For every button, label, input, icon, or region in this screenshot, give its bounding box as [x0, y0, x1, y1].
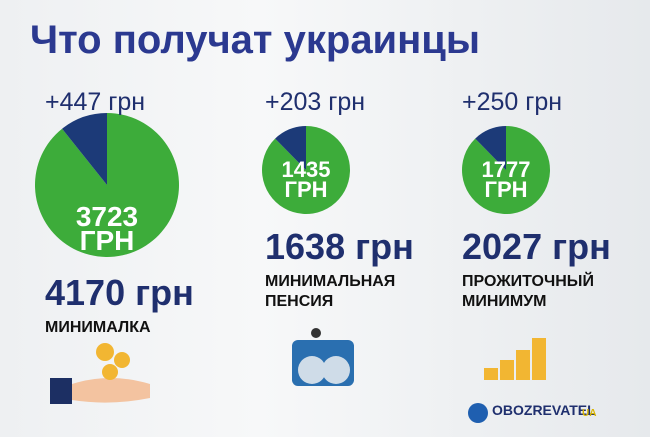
pie-slice	[275, 126, 306, 170]
total-label: 1638 грн	[265, 226, 414, 267]
category-name: МИНИМАЛКА	[45, 319, 151, 336]
logo-suffix: UA	[582, 408, 597, 419]
increase-label: +203 грн	[265, 88, 366, 116]
total-label: 4170 грн	[45, 272, 194, 313]
category-name: МИНИМАЛЬНАЯ ПЕНСИЯ	[265, 273, 396, 310]
logo-mark	[468, 403, 488, 423]
total-label: 2027 грн	[462, 226, 611, 267]
slice-label: 3723 ГРН	[75, 201, 139, 256]
pie-slice	[475, 126, 506, 170]
slice-label: 1435 ГРН	[281, 157, 331, 202]
coins-icon	[484, 338, 546, 380]
slice-label: 1777 ГРН	[481, 157, 531, 202]
pensioners-icon	[292, 328, 354, 386]
title: Что получат украинцы	[30, 18, 481, 62]
increase-label: +250 грн	[462, 88, 563, 116]
pie-slice	[35, 113, 179, 257]
increase-label: +447 грн	[45, 88, 146, 116]
logo: OBOZREVATEL	[492, 402, 596, 418]
hand-icon	[50, 343, 150, 404]
pie-slice	[62, 113, 107, 185]
category-name: ПРОЖИТОЧНЫЙ МИНИМУМ	[462, 273, 594, 310]
